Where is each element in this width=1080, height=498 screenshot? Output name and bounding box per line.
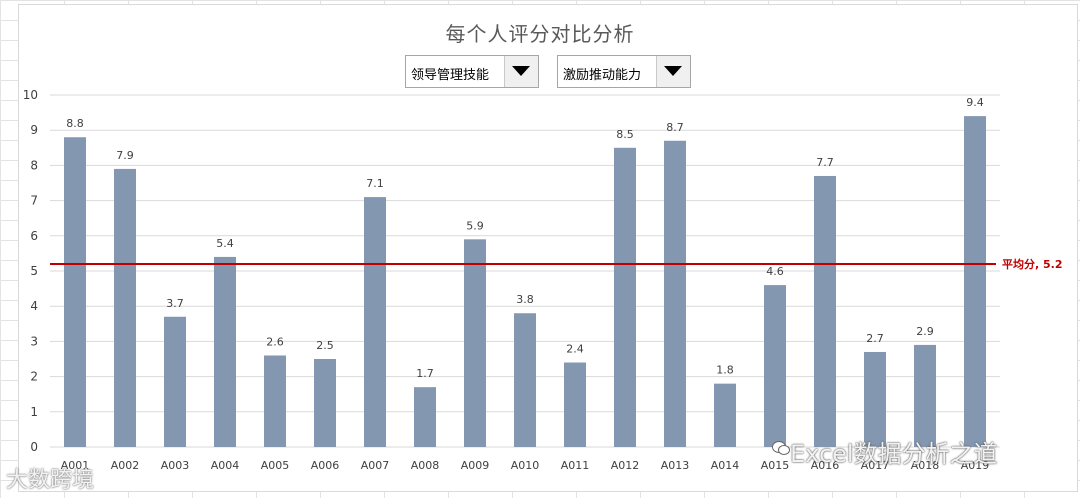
bar (964, 116, 986, 448)
bar (114, 168, 136, 448)
x-tick-label: A009 (461, 459, 490, 472)
data-label: 2.5 (316, 339, 334, 352)
x-tick-label: A005 (261, 459, 290, 472)
data-label: 7.7 (816, 156, 834, 169)
y-tick-label: 2 (30, 370, 38, 384)
watermark-text: Excel数据分析之道 (790, 440, 998, 468)
y-tick-label: 7 (30, 194, 38, 208)
bar (814, 175, 836, 447)
data-label: 8.8 (66, 117, 84, 130)
x-tick-label: A010 (511, 459, 540, 472)
skill-dropdown-1[interactable]: 领导管理技能 (405, 55, 539, 88)
x-tick-label: A001 (61, 459, 90, 472)
bar (714, 383, 736, 447)
data-label: 5.4 (216, 237, 234, 250)
data-label: 8.5 (616, 128, 634, 141)
bar (164, 316, 186, 447)
x-tick-label: A008 (411, 459, 440, 472)
data-label: 9.4 (966, 96, 984, 109)
x-tick-label: A003 (161, 459, 190, 472)
chart-title: 每个人评分对比分析 (445, 22, 635, 46)
data-label: 7.1 (366, 177, 384, 190)
bar (564, 362, 586, 447)
x-tick-label: A016 (811, 459, 840, 472)
bar (264, 355, 286, 447)
y-tick-label: 10 (23, 88, 38, 102)
bar (664, 140, 686, 447)
y-tick-label: 4 (30, 299, 38, 313)
bar (864, 351, 886, 447)
y-tick-label: 1 (30, 405, 38, 419)
x-tick-label: A015 (761, 459, 790, 472)
y-tick-label: 8 (30, 158, 38, 172)
bar (64, 137, 86, 448)
skill-dropdown-2-value: 激励推动能力 (563, 68, 642, 83)
x-tick-label: A012 (611, 459, 640, 472)
skill-dropdown-2[interactable]: 激励推动能力 (557, 55, 691, 88)
x-tick-label: A019 (961, 459, 990, 472)
y-tick-label: 9 (30, 123, 38, 137)
data-label: 2.7 (866, 332, 884, 345)
wechat-icon (772, 441, 790, 455)
data-label: 3.7 (166, 297, 184, 310)
skill-dropdown-1-value: 领导管理技能 (411, 68, 490, 83)
y-tick-label: 3 (30, 334, 38, 348)
skill-dropdown-1-button[interactable] (504, 56, 538, 87)
data-label: 7.9 (116, 149, 134, 162)
bar (364, 197, 386, 447)
bar (764, 285, 786, 447)
data-label: 3.8 (516, 293, 534, 306)
x-tick-label: A006 (311, 459, 340, 472)
chart-area[interactable] (18, 4, 1078, 492)
data-label: 1.8 (716, 364, 734, 377)
bar (214, 256, 236, 447)
bar (614, 147, 636, 448)
data-label: 2.9 (916, 325, 934, 338)
average-label: 平均分, 5.2 (1002, 257, 1063, 271)
x-tick-label: A014 (711, 459, 740, 472)
x-tick-label: A011 (561, 459, 590, 472)
bar (414, 387, 436, 447)
x-tick-label: A004 (211, 459, 240, 472)
triangle-down-icon (664, 66, 682, 76)
data-label: 5.9 (466, 219, 484, 232)
corner-watermark-text: 大数跨境 (6, 468, 95, 493)
triangle-down-icon (512, 66, 530, 76)
bar (514, 313, 536, 447)
y-tick-label: 5 (30, 264, 38, 278)
bar (464, 239, 486, 447)
x-tick-label: A002 (111, 459, 140, 472)
bar (314, 359, 336, 447)
x-tick-label: A018 (911, 459, 940, 472)
x-tick-label: A013 (661, 459, 690, 472)
data-label: 2.4 (566, 343, 584, 356)
data-label: 2.6 (266, 335, 284, 348)
x-tick-label: A007 (361, 459, 390, 472)
data-label: 4.6 (766, 265, 784, 278)
x-tick-label: A017 (861, 459, 890, 472)
data-label: 1.7 (416, 367, 434, 380)
y-tick-label: 0 (30, 440, 38, 454)
skill-dropdown-2-button[interactable] (656, 56, 690, 87)
data-label: 8.7 (666, 121, 684, 134)
bar (914, 344, 936, 447)
y-tick-label: 6 (30, 229, 38, 243)
